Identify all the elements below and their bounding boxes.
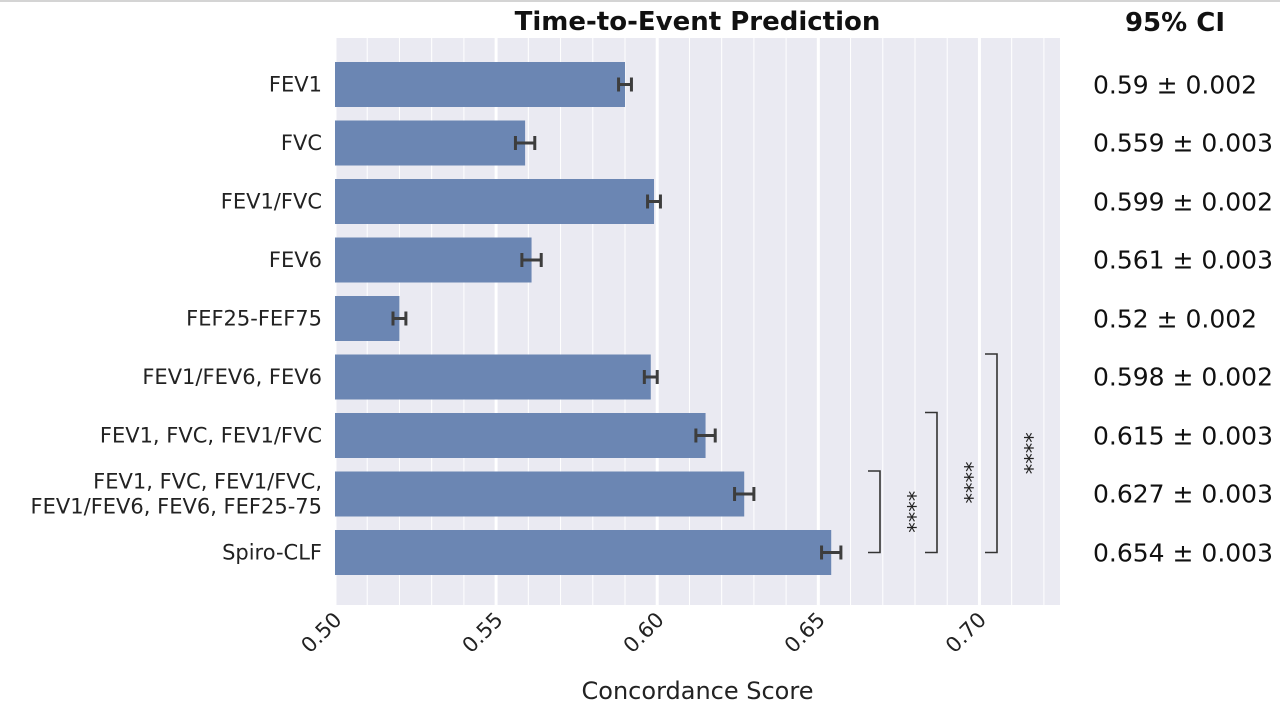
- ci-label: 0.598 ± 0.002: [1093, 362, 1273, 392]
- bar: [335, 62, 625, 107]
- bar: [335, 120, 526, 166]
- bar: [335, 296, 400, 341]
- ci-label: 0.561 ± 0.003: [1093, 245, 1273, 275]
- category-label: FEV1/FEV6, FEV6: [142, 365, 322, 389]
- category-label: Spiro-CLF: [222, 541, 322, 565]
- category-label: FEV6: [269, 248, 322, 272]
- category-label: FEF25-FEF75: [186, 307, 322, 331]
- category-label: FEV1, FVC, FEV1/FVC,: [93, 470, 322, 494]
- ci-label: 0.52 ± 0.002: [1093, 304, 1258, 333]
- x-tick-label: 0.65: [780, 608, 830, 658]
- ci-label: 0.59 ± 0.002: [1093, 70, 1258, 99]
- significance-label: ****: [953, 462, 977, 504]
- bar: [335, 471, 745, 517]
- top-border: [0, 0, 1280, 2]
- significance-bracket: [985, 353, 998, 554]
- category-label: FVC: [281, 131, 322, 155]
- ci-header: 95% CI: [1124, 8, 1226, 38]
- category-label: FEV1/FVC: [221, 190, 322, 214]
- bar: [335, 413, 706, 458]
- chart-title: Time-to-Event Prediction: [515, 7, 881, 37]
- x-tick-label: 0.60: [619, 608, 669, 658]
- bar: [335, 354, 651, 400]
- x-tick-label: 0.50: [296, 608, 346, 658]
- ci-label: 0.627 ± 0.003: [1093, 479, 1273, 509]
- significance-bracket: [868, 470, 881, 554]
- bar: [335, 530, 832, 575]
- category-label: FEV1, FVC, FEV1/FVC: [100, 424, 322, 448]
- x-tick-label: 0.55: [458, 608, 508, 658]
- significance-label: ****: [896, 491, 920, 533]
- category-label: FEV1/FEV6, FEV6, FEF25-75: [31, 495, 322, 519]
- bar: [335, 237, 532, 283]
- significance-bracket: [925, 411, 938, 554]
- x-axis-label: Concordance Score: [582, 677, 814, 701]
- ci-label: 0.599 ± 0.002: [1093, 187, 1273, 216]
- x-tick-label: 0.70: [941, 608, 991, 658]
- ci-label: 0.615 ± 0.003: [1093, 421, 1273, 450]
- bar: [335, 179, 654, 224]
- ci-label: 0.654 ± 0.003: [1093, 538, 1273, 567]
- ci-label: 0.559 ± 0.003: [1093, 128, 1273, 158]
- significance-label: ****: [1013, 432, 1037, 474]
- category-label: FEV1: [269, 73, 322, 97]
